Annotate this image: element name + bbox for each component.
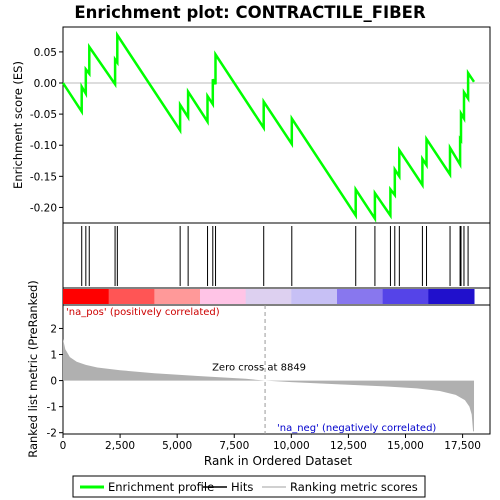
colorbar-segment: [337, 289, 384, 304]
x-axis-label: Rank in Ordered Dataset: [204, 454, 352, 468]
top-y-tick-label: -0.15: [30, 171, 57, 183]
colorbar-segment: [200, 289, 247, 304]
x-tick-label: 7,500: [219, 440, 249, 452]
top-y-tick-label: 0.00: [34, 78, 57, 90]
positive-correlation-label: 'na_pos' (positively correlated): [66, 307, 220, 318]
x-tick-label: 15,000: [387, 440, 424, 452]
top-y-axis-label: Enrichment score (ES): [11, 61, 25, 189]
ranking-color-bar: [62, 287, 491, 306]
bottom-y-tick-label: 0: [50, 376, 57, 388]
bottom-y-axis-label: Ranked list metric (PreRanked): [26, 280, 40, 458]
x-tick-label: 12,500: [330, 440, 367, 452]
top-y-tick-label: -0.05: [30, 109, 57, 121]
top-panel-frame: [62, 26, 491, 224]
bottom-y-tick-label: 1: [50, 350, 57, 362]
colorbar-segment: [154, 289, 201, 304]
x-tick-label: 2,500: [105, 440, 135, 452]
legend-label: Ranking metric scores: [290, 480, 418, 494]
top-y-tick-label: -0.20: [30, 202, 57, 214]
colorbar-segment: [428, 289, 475, 304]
colorbar-segment: [108, 289, 155, 304]
legend-label: Enrichment profile: [108, 480, 214, 494]
legend-frame: [72, 475, 426, 498]
bottom-y-tick-label: -1: [47, 402, 57, 414]
chart-title: Enrichment plot: CONTRACTILE_FIBER: [74, 3, 426, 22]
top-y-tick-label: -0.10: [30, 140, 57, 152]
colorbar-segment: [245, 289, 292, 304]
x-tick-label: 10,000: [273, 440, 310, 452]
negative-correlation-label: 'na_neg' (negatively correlated): [277, 423, 436, 434]
hit-lines: [81, 226, 469, 286]
x-tick-label: 0: [60, 440, 67, 452]
ranking-metric-area: [63, 338, 475, 432]
bottom-y-axis: 2 1 0 -1 -2: [47, 323, 63, 440]
colorbar-segment: [291, 289, 338, 304]
x-tick-label: 17,500: [444, 440, 481, 452]
colorbar-segment: [63, 289, 110, 304]
bottom-x-axis: 0 2,500 5,000 7,500 10,000 12,500 15,000 17,500: [60, 434, 481, 452]
x-tick-label: 5,000: [162, 440, 192, 452]
bottom-y-tick-label: -2: [47, 428, 57, 440]
hits-panel-frame: [62, 222, 491, 289]
colorbar-segment: [382, 289, 429, 304]
top-y-axis: 0.05 0.00 -0.05 -0.10 -0.15 -0.20: [30, 47, 63, 214]
bottom-y-tick-label: 2: [50, 323, 57, 335]
top-y-tick-label: 0.05: [34, 47, 57, 59]
legend: Enrichment profile Hits Ranking metric sco…: [72, 475, 426, 498]
ranked-metric-panel: Zero cross at 8849 'na_pos' (positively …: [26, 280, 491, 468]
legend-label: Hits: [231, 480, 253, 494]
enrichment-profile-line: [61, 30, 476, 223]
hits-panel: [62, 222, 491, 289]
enrichment-score-panel: 0.05 0.00 -0.05 -0.10 -0.15 -0.20 Enrichment …: [11, 26, 491, 224]
bottom-panel-frame: [62, 304, 491, 435]
zero-cross-label: Zero cross at 8849: [212, 363, 306, 374]
